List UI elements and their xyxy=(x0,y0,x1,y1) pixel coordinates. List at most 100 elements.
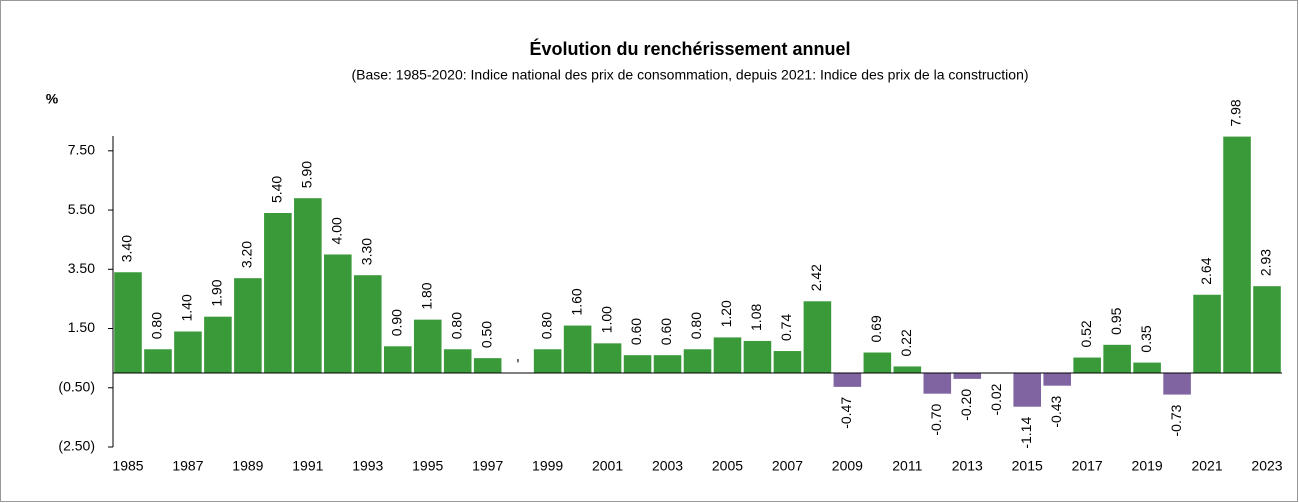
x-tick-label: 2021 xyxy=(1191,458,1222,474)
bar xyxy=(264,213,292,373)
value-label: 0.50 xyxy=(478,321,494,348)
value-label: 7.98 xyxy=(1228,99,1244,126)
bar xyxy=(443,349,472,373)
bar xyxy=(174,331,202,373)
x-tick-label: 1991 xyxy=(292,458,323,474)
value-label: 5.90 xyxy=(299,161,315,188)
x-tick-label: 2011 xyxy=(892,458,922,474)
value-label: 1.80 xyxy=(418,282,434,309)
bar xyxy=(713,337,742,373)
x-tick-label: 2023 xyxy=(1251,458,1282,474)
value-label: 0.69 xyxy=(868,315,884,342)
bar xyxy=(1043,372,1071,386)
bar xyxy=(563,325,592,373)
value-label: 3.40 xyxy=(119,235,135,262)
bar xyxy=(863,352,892,373)
bar xyxy=(1163,372,1191,395)
value-label: -0.70 xyxy=(928,403,944,435)
x-tick-label: 1987 xyxy=(172,458,203,474)
x-tick-label: 1993 xyxy=(352,458,383,474)
bar xyxy=(413,319,442,373)
value-label: -0.73 xyxy=(1168,404,1184,436)
bar xyxy=(473,358,502,373)
value-label: 0.80 xyxy=(149,312,165,339)
value-label: -0.47 xyxy=(838,397,854,429)
bar xyxy=(683,349,712,373)
x-tick-label: 1995 xyxy=(412,458,443,474)
bar xyxy=(234,278,262,373)
x-tick-label: 2003 xyxy=(652,458,683,474)
value-label: 1.90 xyxy=(209,279,225,306)
value-label: 0.60 xyxy=(658,318,674,345)
bar xyxy=(1133,362,1161,373)
value-label: 4.00 xyxy=(329,217,345,244)
value-label: 0.90 xyxy=(388,309,404,336)
value-label: - xyxy=(508,358,524,363)
x-tick-label: 1989 xyxy=(232,458,263,474)
value-label: 1.40 xyxy=(179,294,195,321)
bar xyxy=(324,254,352,373)
value-label: 5.40 xyxy=(269,176,285,203)
bar xyxy=(953,372,982,379)
x-tick-label: 2015 xyxy=(1012,458,1043,474)
value-label: 3.20 xyxy=(239,241,255,268)
value-label: 1.60 xyxy=(568,288,584,315)
value-label: -0.43 xyxy=(1048,395,1064,427)
x-tick-label: 1999 xyxy=(532,458,563,474)
x-tick-label: 1997 xyxy=(472,458,503,474)
bar xyxy=(1073,357,1101,373)
y-tick-label: 5.50 xyxy=(68,201,95,217)
y-tick-label: 3.50 xyxy=(68,260,95,276)
bar xyxy=(623,355,652,373)
x-tick-label: 1985 xyxy=(112,458,143,474)
value-label: 0.80 xyxy=(448,312,464,339)
value-label: 0.22 xyxy=(898,329,914,356)
y-tick-label: (0.50) xyxy=(58,378,95,394)
value-label: 2.64 xyxy=(1198,257,1214,284)
x-tick-label: 2005 xyxy=(712,458,743,474)
value-label: -1.14 xyxy=(1018,417,1034,449)
bar xyxy=(144,349,172,373)
bar xyxy=(114,272,142,373)
y-axis-label: % xyxy=(46,91,59,107)
x-tick-label: 2017 xyxy=(1072,458,1103,474)
value-label: 2.42 xyxy=(808,264,824,291)
value-label: 0.95 xyxy=(1108,307,1124,334)
value-label: 0.80 xyxy=(688,312,704,339)
value-label: 0.35 xyxy=(1138,325,1154,352)
bar xyxy=(533,349,562,373)
value-label: 3.30 xyxy=(358,238,374,265)
bar xyxy=(923,372,952,394)
bar xyxy=(803,301,832,373)
bar xyxy=(1013,372,1042,407)
bar xyxy=(893,366,922,373)
chart-subtitle: (Base: 1985-2020: Indice national des pr… xyxy=(351,67,1028,83)
bar xyxy=(294,198,322,373)
bar xyxy=(353,275,382,373)
y-tick-label: 7.50 xyxy=(68,142,95,158)
value-label: 2.93 xyxy=(1258,249,1274,276)
value-label: -0.02 xyxy=(988,383,1004,415)
value-label: 1.08 xyxy=(748,304,764,331)
value-label: 0.60 xyxy=(628,318,644,345)
bar xyxy=(593,343,622,373)
x-tick-label: 2013 xyxy=(952,458,983,474)
value-label: -0.20 xyxy=(958,389,974,421)
bar xyxy=(773,351,802,373)
value-label: 0.80 xyxy=(538,312,554,339)
chart-title: Évolution du renchérissement annuel xyxy=(529,38,850,59)
y-tick-label: 1.50 xyxy=(68,319,95,335)
bar xyxy=(1103,344,1131,373)
bar xyxy=(743,340,772,373)
bar xyxy=(833,372,862,387)
bar xyxy=(204,316,232,373)
x-tick-label: 2019 xyxy=(1132,458,1163,474)
bar xyxy=(1223,136,1251,373)
x-tick-label: 2007 xyxy=(772,458,803,474)
bar xyxy=(1253,286,1281,373)
value-label: 0.74 xyxy=(778,314,794,341)
bar xyxy=(383,346,412,373)
value-label: 1.00 xyxy=(598,306,614,333)
